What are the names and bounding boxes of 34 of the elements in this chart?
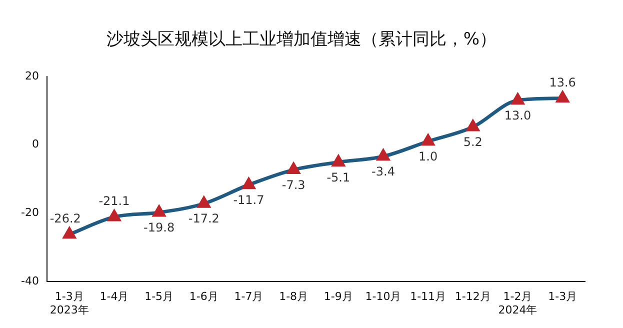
x-tick-label: 1-3月 2023年 — [50, 290, 89, 316]
data-label: -3.4 — [372, 164, 395, 179]
x-tick-label: 1-4月 — [100, 290, 129, 304]
data-label: -7.3 — [282, 178, 306, 192]
point — [108, 210, 120, 222]
point — [198, 196, 210, 208]
x-tick-label: 1-5月 — [144, 290, 174, 304]
data-label: 5.2 — [463, 135, 482, 150]
point — [152, 206, 166, 217]
x-tick-label: 1-11月 — [410, 290, 446, 304]
data-label: -5.1 — [326, 170, 350, 184]
data-label: 13.0 — [504, 108, 532, 122]
data-label: 1.0 — [418, 150, 438, 164]
x-tick-label: 1-2月 2024年 — [498, 290, 538, 316]
data-label: 13.6 — [549, 75, 576, 90]
x-tick-label: 1-3月 — [548, 290, 578, 304]
y-tick-label: -40 — [21, 274, 39, 288]
y-tick-label: -20 — [21, 206, 39, 220]
x-tick-label: 1-8月 — [279, 290, 308, 304]
data-label: -21.1 — [98, 194, 130, 208]
data-label: -17.2 — [188, 212, 220, 226]
data-label: -26.2 — [50, 212, 81, 226]
point — [466, 120, 479, 132]
y-tick-label: 0 — [32, 138, 39, 151]
chart-title: 沙坡头区规模以上工业增加值增速（累计同比，%） — [106, 30, 497, 50]
data-label: -19.8 — [144, 220, 175, 235]
x-tick-label: 1-12月 — [454, 290, 491, 304]
point — [332, 155, 344, 166]
x-tick-label: 1-10月 — [365, 290, 402, 304]
x-tick-label: 1-9月 — [324, 290, 353, 304]
x-tick-label: 1-7月 — [234, 290, 264, 304]
data-label: -11.7 — [233, 192, 264, 207]
x-tick-label: 1-6月 — [189, 290, 218, 304]
y-tick-label: 20 — [24, 69, 39, 82]
